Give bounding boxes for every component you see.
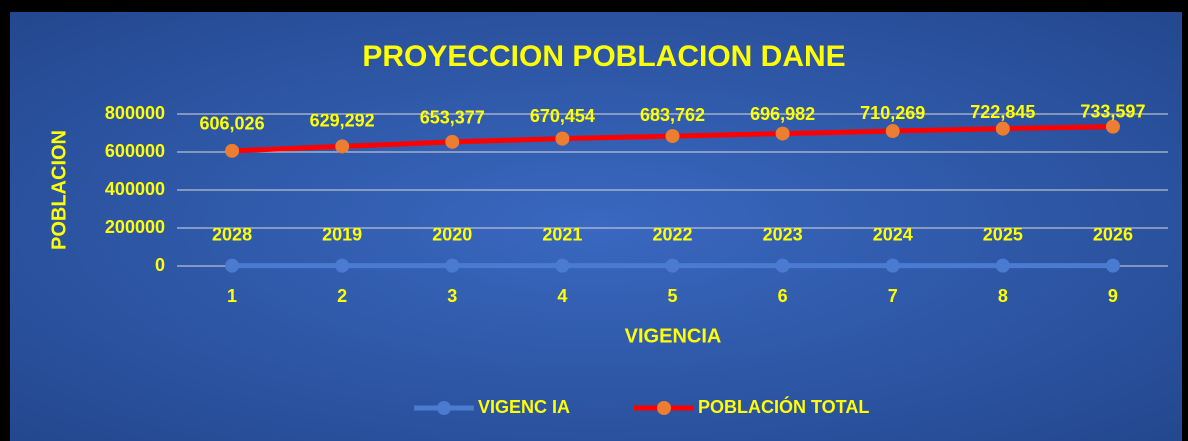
marker	[665, 129, 680, 144]
marker	[1105, 258, 1120, 273]
x-tick-label: 3	[447, 286, 457, 306]
marker	[225, 143, 240, 158]
legend-marker	[437, 401, 451, 415]
y-tick-label: 800000	[105, 103, 165, 123]
background	[10, 12, 1182, 441]
data-label: 629,292	[310, 111, 375, 131]
x-tick-label: 9	[1108, 286, 1118, 306]
marker	[995, 121, 1010, 136]
data-label: 683,762	[640, 105, 705, 125]
data-label: 2022	[652, 224, 692, 244]
marker	[1105, 119, 1120, 134]
x-tick-label: 2	[337, 286, 347, 306]
y-tick-label: 200000	[105, 217, 165, 237]
x-tick-label: 5	[667, 286, 677, 306]
marker	[335, 258, 350, 273]
data-label: 2026	[1093, 224, 1133, 244]
x-tick-label: 7	[888, 286, 898, 306]
marker	[445, 258, 460, 273]
y-tick-label: 600000	[105, 141, 165, 161]
marker	[775, 258, 790, 273]
x-tick-label: 1	[227, 286, 237, 306]
marker	[885, 124, 900, 139]
data-label: 722,845	[970, 102, 1035, 122]
data-label: 2019	[322, 224, 362, 244]
chart-title: PROYECCION POBLACION DANE	[362, 40, 845, 73]
marker	[665, 258, 680, 273]
legend-label: POBLACIÓN TOTAL	[698, 396, 869, 417]
legend-marker	[657, 401, 671, 415]
x-tick-label: 6	[778, 286, 788, 306]
x-axis-label: VIGENCIA	[625, 325, 722, 347]
data-label: 710,269	[860, 103, 925, 123]
marker	[555, 131, 570, 146]
data-label: 670,454	[530, 106, 595, 126]
marker	[885, 258, 900, 273]
data-label: 653,377	[420, 108, 485, 128]
data-label: 2028	[212, 224, 252, 244]
marker	[445, 134, 460, 149]
data-label: 2025	[983, 224, 1023, 244]
marker	[335, 139, 350, 154]
y-tick-label: 0	[155, 255, 165, 275]
data-label: 2021	[542, 224, 582, 244]
x-tick-label: 4	[557, 286, 567, 306]
marker	[225, 258, 240, 273]
marker	[555, 258, 570, 273]
data-label: 2023	[763, 224, 803, 244]
x-tick-label: 8	[998, 286, 1008, 306]
data-label: 606,026	[200, 114, 265, 134]
legend-label: VIGENC IA	[478, 397, 570, 417]
data-label: 733,597	[1080, 101, 1145, 121]
marker	[775, 126, 790, 141]
data-label: 2024	[873, 224, 913, 244]
y-tick-label: 400000	[105, 179, 165, 199]
data-label: 2020	[432, 224, 472, 244]
y-axis-label: POBLACION	[48, 130, 70, 250]
marker	[995, 258, 1010, 273]
data-label: 696,982	[750, 104, 815, 124]
